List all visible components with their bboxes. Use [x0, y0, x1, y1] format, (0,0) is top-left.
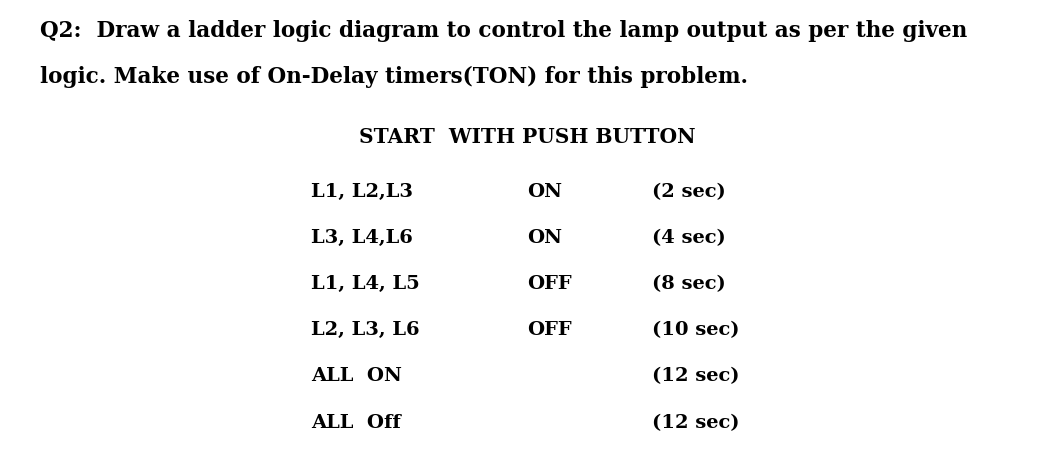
Text: ON: ON [528, 229, 562, 247]
Text: L1, L4, L5: L1, L4, L5 [311, 275, 420, 293]
Text: ALL  ON: ALL ON [311, 367, 402, 385]
Text: START  WITH PUSH BUTTON: START WITH PUSH BUTTON [360, 126, 695, 146]
Text: (12 sec): (12 sec) [652, 413, 740, 431]
Text: logic. Make use of On-Delay timers(TON) for this problem.: logic. Make use of On-Delay timers(TON) … [40, 65, 748, 87]
Text: OFF: OFF [528, 321, 572, 339]
Text: Q2:  Draw a ladder logic diagram to control the lamp output as per the given: Q2: Draw a ladder logic diagram to contr… [40, 20, 967, 42]
Text: L2, L3, L6: L2, L3, L6 [311, 321, 420, 339]
Text: OFF: OFF [528, 275, 572, 293]
Text: (4 sec): (4 sec) [652, 229, 726, 247]
Text: (8 sec): (8 sec) [652, 275, 726, 293]
Text: L1, L2,L3: L1, L2,L3 [311, 183, 414, 201]
Text: ALL  Off: ALL Off [311, 413, 401, 431]
Text: (10 sec): (10 sec) [652, 321, 740, 339]
Text: (2 sec): (2 sec) [652, 183, 726, 201]
Text: ON: ON [528, 183, 562, 201]
Text: L3, L4,L6: L3, L4,L6 [311, 229, 414, 247]
Text: (12 sec): (12 sec) [652, 367, 740, 385]
